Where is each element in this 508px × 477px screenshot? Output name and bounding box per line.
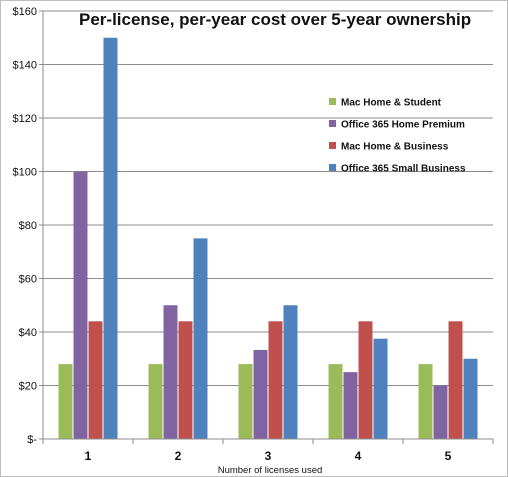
x-axis-label: Number of licenses used <box>218 465 323 476</box>
bar <box>58 364 73 439</box>
bar <box>253 349 268 439</box>
y-tick-label: $60 <box>19 274 37 286</box>
bar <box>163 305 178 439</box>
bar <box>373 338 388 439</box>
bar <box>358 321 373 439</box>
bar <box>148 364 163 439</box>
x-tick-label: 3 <box>265 449 272 463</box>
y-tick-label: $140 <box>13 60 37 72</box>
bar <box>73 171 88 439</box>
x-tick-label: 2 <box>175 449 182 463</box>
legend-swatch <box>329 142 336 149</box>
y-axis-ticks: $- $20 $40 $60 $80 $100 $120 $140 $160 <box>13 6 43 446</box>
y-tick-label: $40 <box>19 327 37 339</box>
bars <box>58 37 478 439</box>
bar <box>283 305 298 439</box>
y-tick-label: $20 <box>19 381 37 393</box>
bar <box>328 364 343 439</box>
bar <box>268 321 283 439</box>
bar <box>178 321 193 439</box>
axes <box>42 11 493 440</box>
gridlines <box>43 10 493 386</box>
legend-label: Mac Home & Business <box>341 142 449 153</box>
bar <box>343 372 358 439</box>
legend-swatch <box>329 164 336 171</box>
y-tick-label: $- <box>27 434 37 446</box>
x-tick-label: 4 <box>355 449 362 463</box>
legend-label: Mac Home & Student <box>341 98 442 109</box>
bar <box>463 358 478 439</box>
y-tick-label: $120 <box>13 113 37 125</box>
legend-swatch <box>329 120 336 127</box>
legend: Mac Home & Student Office 365 Home Premiu… <box>329 98 466 175</box>
y-tick-label: $100 <box>13 167 37 179</box>
x-axis-ticks: 1 2 3 4 5 <box>42 439 494 463</box>
legend-label: Office 365 Small Business <box>341 164 466 175</box>
bar <box>418 364 433 439</box>
bar <box>88 321 103 439</box>
bar <box>103 37 118 439</box>
bar <box>193 238 208 439</box>
x-tick-label: 1 <box>85 449 92 463</box>
y-tick-label: $160 <box>13 6 37 18</box>
bar <box>448 321 463 439</box>
x-tick-label: 5 <box>445 449 452 463</box>
y-tick-label: $80 <box>19 220 37 232</box>
legend-swatch <box>329 98 336 105</box>
chart-title: Per-license, per-year cost over 5-year o… <box>79 10 471 29</box>
legend-label: Office 365 Home Premium <box>341 120 465 131</box>
bar <box>433 385 448 439</box>
bar <box>238 364 253 439</box>
